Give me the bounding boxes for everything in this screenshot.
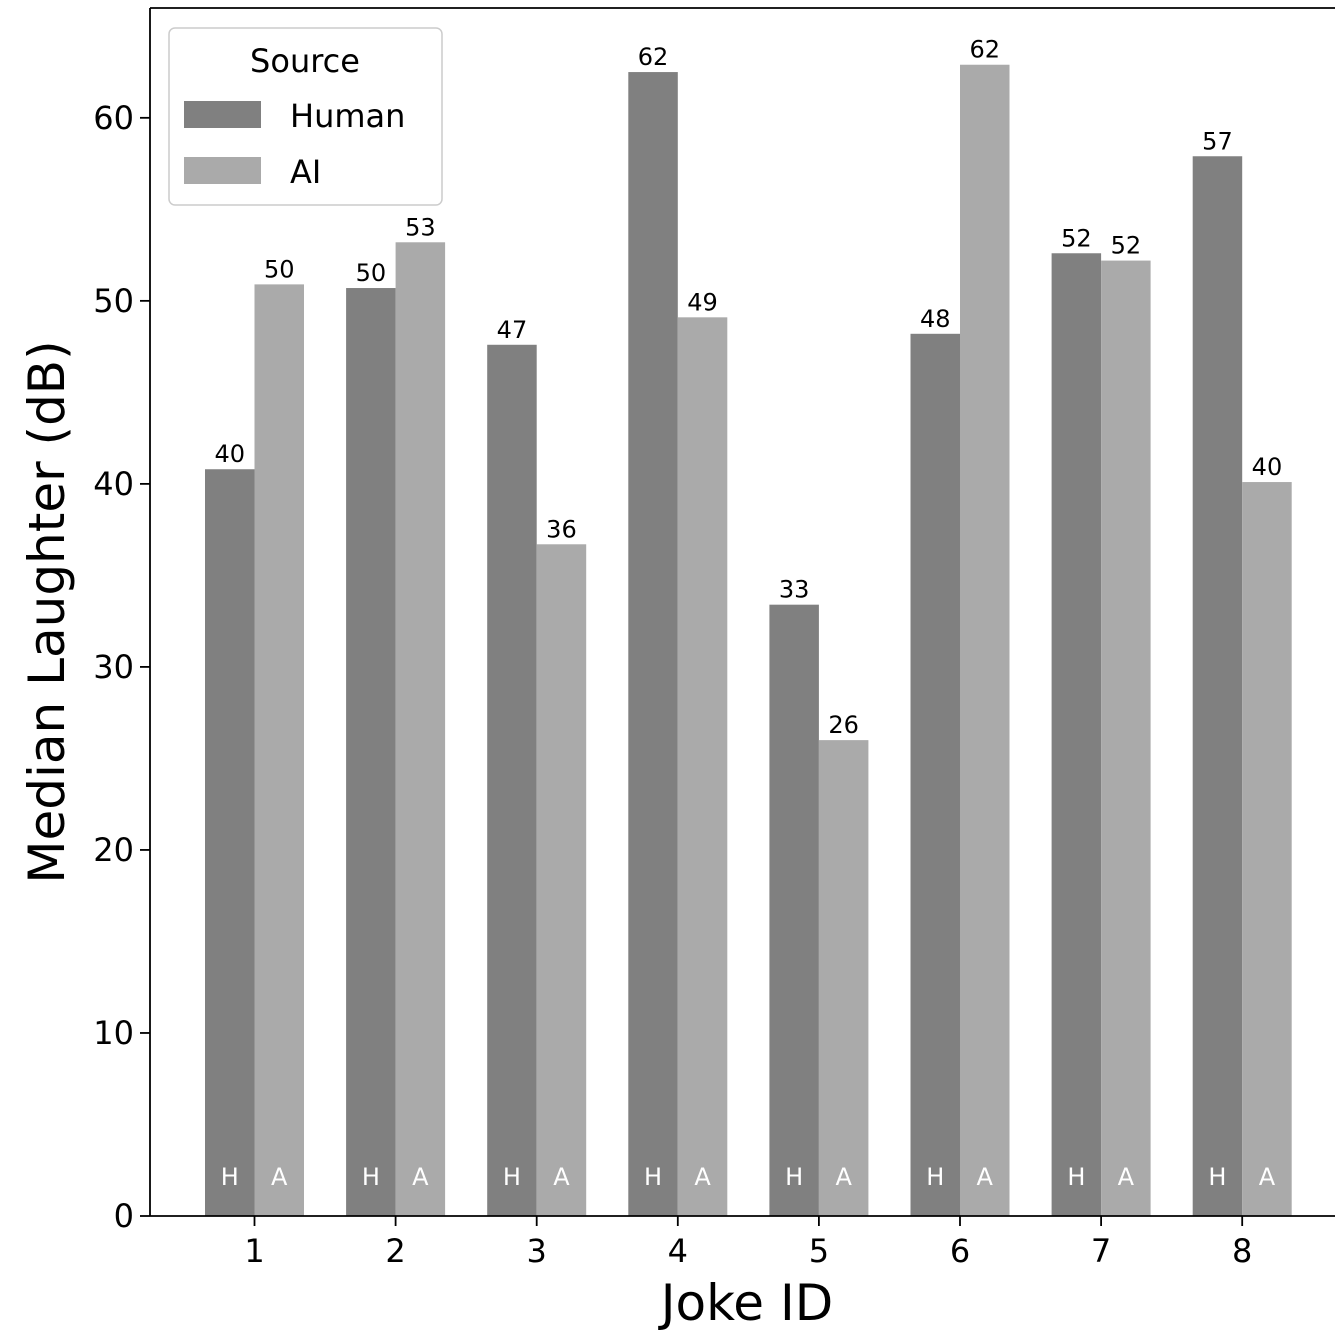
bar-human-joke-1 (205, 469, 255, 1217)
data-label-ai-joke-8: 40 (1252, 453, 1283, 481)
x-tick-label-6: 6 (950, 1232, 970, 1270)
data-label-ai-joke-3: 36 (546, 515, 577, 543)
legend-title: Source (250, 42, 360, 80)
x-tick-label-8: 8 (1232, 1232, 1252, 1270)
bar-letter-human-joke-7: H (1067, 1163, 1085, 1191)
y-tick-label-60: 60 (93, 99, 134, 137)
data-label-human-joke-5: 33 (779, 576, 810, 604)
ticks-group: 0 10 20 30 40 50 60 1 2 3 4 5 6 7 8 (93, 99, 1252, 1270)
bar-human-joke-4 (628, 72, 678, 1217)
bar-letter-ai-joke-6: A (977, 1163, 994, 1191)
bar-human-joke-3 (487, 344, 537, 1216)
x-tick-label-7: 7 (1091, 1232, 1111, 1270)
data-label-ai-joke-4: 49 (687, 288, 718, 316)
bar-letter-ai-joke-3: A (553, 1163, 570, 1191)
legend-swatch-human (184, 101, 261, 128)
y-axis-title-group: Median Laughter (dB) (18, 340, 76, 883)
legend-swatch-ai (184, 157, 261, 184)
bar-letter-human-joke-6: H (926, 1163, 944, 1191)
bar-letter-human-joke-1: H (221, 1163, 239, 1191)
legend-label-ai: AI (290, 153, 321, 191)
bar-letter-ai-joke-4: A (694, 1163, 711, 1191)
bar-human-joke-7 (1051, 253, 1102, 1216)
bar-ai-joke-7 (1101, 260, 1151, 1217)
bar-human-joke-2 (346, 288, 396, 1216)
bar-letter-ai-joke-2: A (412, 1163, 429, 1191)
y-tick-label-30: 30 (93, 648, 134, 686)
bar-human-joke-8 (1192, 156, 1243, 1217)
bar-letter-ai-joke-8: A (1259, 1163, 1276, 1191)
bar-letter-ai-joke-7: A (1118, 1163, 1135, 1191)
bar-ai-joke-2 (395, 242, 446, 1216)
data-label-ai-joke-1: 50 (264, 255, 295, 283)
data-label-human-joke-7: 52 (1061, 224, 1092, 252)
bar-letter-human-joke-3: H (503, 1163, 521, 1191)
bar-human-joke-5 (769, 604, 819, 1216)
y-tick-label-10: 10 (93, 1014, 134, 1052)
x-axis-title: Joke ID (658, 1274, 833, 1331)
bar-letter-human-joke-2: H (362, 1163, 380, 1191)
y-tick-label-50: 50 (93, 282, 134, 320)
bar-ai-joke-4 (677, 317, 728, 1217)
legend-label-human: Human (290, 97, 405, 135)
y-tick-label-0: 0 (114, 1197, 134, 1235)
data-label-human-joke-4: 62 (638, 43, 669, 71)
x-tick-label-5: 5 (809, 1232, 829, 1270)
x-tick-label-2: 2 (385, 1232, 405, 1270)
y-axis-title: Median Laughter (dB) (18, 340, 76, 883)
x-tick-label-4: 4 (668, 1232, 688, 1270)
bar-human-joke-6 (910, 333, 960, 1216)
y-tick-label-20: 20 (93, 831, 134, 869)
data-label-ai-joke-6: 62 (969, 36, 1000, 64)
bar-letter-human-joke-5: H (785, 1163, 803, 1191)
bar-ai-joke-1 (254, 284, 304, 1217)
bars-group: 40 H 50 A 50 H 53 A 47 H 36 A 62 H 49 A 33 H 26 A 48 H 62 A 52 H 5… (205, 36, 1292, 1217)
data-label-human-joke-3: 47 (497, 316, 528, 344)
data-label-human-joke-1: 40 (214, 440, 245, 468)
axes-group (149, 7, 1335, 1217)
y-tick-label-40: 40 (93, 465, 134, 503)
bar-ai-joke-6 (960, 64, 1010, 1217)
data-label-ai-joke-7: 52 (1111, 232, 1142, 260)
data-label-ai-joke-2: 53 (405, 213, 436, 241)
data-label-ai-joke-5: 26 (828, 711, 859, 739)
bar-ai-joke-3 (536, 544, 587, 1216)
x-tick-label-3: 3 (527, 1232, 547, 1270)
x-tick-label-1: 1 (244, 1232, 264, 1270)
bar-letter-ai-joke-5: A (835, 1163, 852, 1191)
bar-ai-joke-8 (1242, 482, 1292, 1217)
bar-letter-ai-joke-1: A (271, 1163, 288, 1191)
data-label-human-joke-2: 50 (356, 259, 387, 287)
data-label-human-joke-6: 48 (920, 305, 951, 333)
data-label-human-joke-8: 57 (1202, 127, 1233, 155)
legend: Source Human AI (168, 27, 443, 206)
bar-letter-human-joke-8: H (1208, 1163, 1226, 1191)
bar-letter-human-joke-4: H (644, 1163, 662, 1191)
bar-ai-joke-5 (818, 740, 869, 1216)
